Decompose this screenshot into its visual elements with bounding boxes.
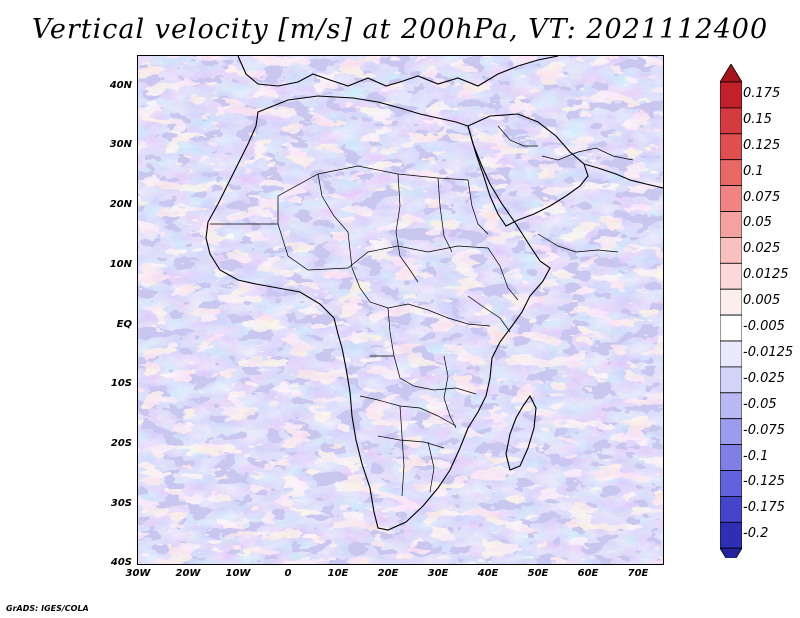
colorbar-tick-label: -0.075 <box>743 422 785 438</box>
lon-label-20w: 20W <box>175 568 201 579</box>
colorbar-bottom-cap <box>720 547 742 558</box>
lon-label-30w: 30W <box>125 568 151 579</box>
contour-streaks <box>138 56 663 564</box>
colorbar-box <box>720 444 742 471</box>
lat-label-30s: 30S <box>110 498 132 509</box>
colorbar-tick-label: 0.15 <box>743 111 772 127</box>
colorbar-box <box>720 392 742 420</box>
colorbar-tick-label: -0.2 <box>743 526 769 542</box>
colorbar-tick-label: 0.175 <box>743 85 781 101</box>
colorbar-box <box>720 81 742 109</box>
lon-label-30e: 30E <box>427 568 449 579</box>
colorbar-tick-label: -0.005 <box>743 319 785 335</box>
colorbar-tick-label: 0.005 <box>743 293 781 309</box>
colorbar-tick-label: -0.125 <box>743 474 785 490</box>
colorbar-tick-label: -0.0125 <box>743 344 794 360</box>
velocity-field-map <box>138 56 663 564</box>
colorbar-tick-label: -0.05 <box>743 396 777 412</box>
europe-coastline <box>237 56 559 87</box>
lat-label-40s: 40S <box>110 557 132 568</box>
map-panel <box>137 55 664 565</box>
colorbar <box>720 64 742 558</box>
lat-label-20s: 20S <box>110 438 132 449</box>
colorbar-box <box>720 185 742 212</box>
colorbar-tick-label: 0.075 <box>743 189 781 205</box>
colorbar-tick-label: 0.025 <box>743 241 781 257</box>
colorbar-box <box>720 211 742 238</box>
colorbar-box <box>720 314 742 342</box>
colorbar-box <box>720 495 742 523</box>
arabia-coastline <box>467 113 589 227</box>
colorbar-tick-label: 0.05 <box>743 215 772 231</box>
lat-label-40n: 40N <box>109 80 132 91</box>
colorbar-box <box>720 107 742 135</box>
lon-label-40e: 40E <box>477 568 499 579</box>
colorbar-box <box>720 418 742 446</box>
lon-label-10w: 10W <box>225 568 251 579</box>
lon-label-50e: 50E <box>527 568 549 579</box>
lon-label-70e: 70E <box>627 568 649 579</box>
asia-coastline <box>583 163 663 189</box>
colorbar-box <box>720 133 742 161</box>
colorbar-box <box>720 288 742 316</box>
credit-text: GrADS: IGES/COLA <box>6 604 89 613</box>
colorbar-box <box>720 262 742 290</box>
colorbar-box <box>720 340 742 368</box>
lat-label-30n: 30N <box>109 139 132 150</box>
lon-label-0: 0 <box>284 568 292 579</box>
lat-label-10s: 10S <box>110 378 132 389</box>
lat-label-20n: 20N <box>109 199 132 210</box>
colorbar-top-cap <box>720 64 742 83</box>
lat-label-10n: 10N <box>109 259 132 270</box>
coastlines <box>205 56 663 531</box>
colorbar-tick-label: 0.1 <box>743 163 764 179</box>
colorbar-box <box>720 366 742 394</box>
colorbar-tick-label: 0.125 <box>743 137 781 153</box>
colorbar-tick-label: -0.025 <box>743 370 785 386</box>
lon-label-20e: 20E <box>377 568 399 579</box>
colorbar-box <box>720 159 742 186</box>
chart-title: Vertical velocity [m/s] at 200hPa, VT: 2… <box>31 14 769 45</box>
colorbar-tick-label: 0.0125 <box>743 267 789 283</box>
lat-label-eq: EQ <box>116 319 132 330</box>
lon-label-60e: 60E <box>577 568 599 579</box>
country-borders <box>210 125 634 497</box>
madagascar-coastline <box>505 394 537 471</box>
lon-label-10e: 10E <box>327 568 349 579</box>
colorbar-box <box>720 470 742 497</box>
colorbar-tick-label: -0.1 <box>743 448 769 464</box>
colorbar-tick-label: -0.175 <box>743 500 785 516</box>
colorbar-box <box>720 236 742 264</box>
colorbar-box <box>720 521 742 549</box>
